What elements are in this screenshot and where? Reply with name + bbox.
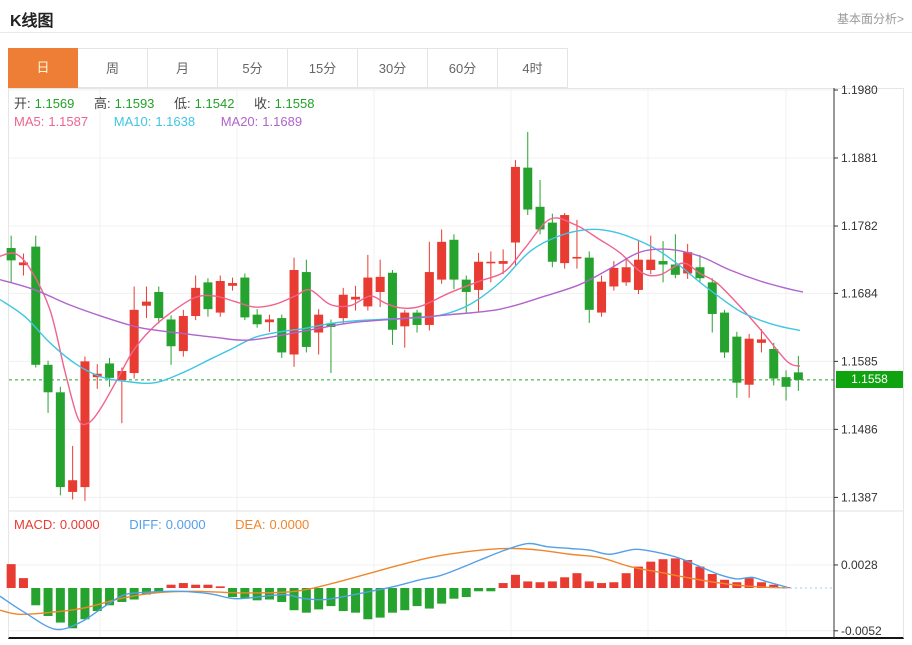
axis-tick-label: 1.1585 [841, 354, 878, 368]
dea-label: DEA: [235, 517, 266, 532]
current-price-badge: 1.1558 [836, 371, 903, 389]
macd-readout: MACD: 0.0000 DIFF: 0.0000 DEA: 0.0000 [14, 517, 313, 532]
high-label: 高: [94, 96, 111, 111]
tab-week[interactable]: 周 [78, 48, 148, 88]
diff-label: DIFF: [129, 517, 162, 532]
macd-value: 0.0000 [59, 517, 100, 532]
title-divider [0, 32, 912, 33]
axis-tick-label: 1.1980 [841, 83, 878, 97]
fundamental-analysis-link[interactable]: 基本面分析> [836, 12, 904, 26]
chart-container[interactable] [8, 88, 904, 639]
tab-60min[interactable]: 60分 [428, 48, 498, 88]
dea-value: 0.0000 [269, 517, 310, 532]
axis-tick-label: 1.1881 [841, 151, 878, 165]
axis-tick-label: -0.0052 [841, 624, 882, 638]
high-value: 1.1593 [114, 96, 155, 111]
ma20-label: MA20: [220, 114, 259, 129]
open-value: 1.1569 [34, 96, 75, 111]
tab-15min[interactable]: 15分 [288, 48, 358, 88]
tab-4hour[interactable]: 4时 [498, 48, 568, 88]
low-value: 1.1542 [194, 96, 235, 111]
tab-day[interactable]: 日 [8, 48, 78, 88]
page-title: K线图 [10, 13, 54, 30]
tab-5min[interactable]: 5分 [218, 48, 288, 88]
ma5-value: 1.1587 [48, 114, 89, 129]
axis-tick-label: 1.1387 [841, 490, 878, 504]
tab-30min[interactable]: 30分 [358, 48, 428, 88]
ma10-label: MA10: [113, 114, 152, 129]
interval-tabbar: 日周月 5分 15分 30分 60分 4时 [8, 48, 568, 88]
ohlc-readout: 开: 1.1569 高: 1.1593 低: 1.1542 收: 1.1558 [14, 93, 318, 112]
axis-tick-label: 1.1684 [841, 286, 878, 300]
ma-readout: MA5: 1.1587 MA10: 1.1638 MA20: 1.1689 [14, 114, 306, 129]
axis-tick-label: 0.0028 [841, 558, 878, 572]
close-value: 1.1558 [274, 96, 315, 111]
low-label: 低: [174, 96, 191, 111]
axis-tick-label: 1.1782 [841, 219, 878, 233]
axis-tick-label: 1.1486 [841, 422, 878, 436]
macd-label: MACD: [14, 517, 56, 532]
tab-month[interactable]: 月 [148, 48, 218, 88]
diff-value: 0.0000 [165, 517, 206, 532]
ma5-label: MA5: [14, 114, 45, 129]
close-label: 收: [254, 96, 271, 111]
open-label: 开: [14, 96, 31, 111]
ma20-value: 1.1689 [262, 114, 303, 129]
ma10-value: 1.1638 [155, 114, 196, 129]
